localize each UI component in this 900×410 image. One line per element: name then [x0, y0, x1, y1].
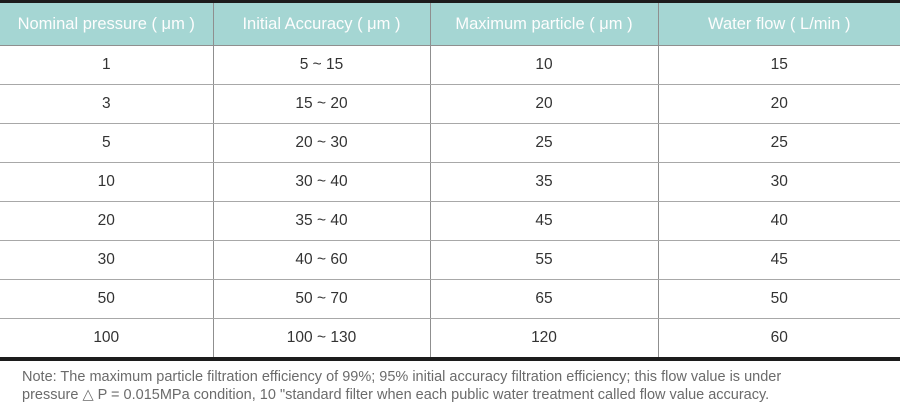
table-cell: 20 [429, 84, 658, 124]
table-row: 20 35 ~ 40 45 40 [0, 201, 900, 241]
table-cell: 65 [429, 279, 658, 319]
table-cell: 15 [657, 45, 900, 85]
table-cell: 25 [429, 123, 658, 163]
table-cell: 5 [0, 123, 213, 163]
table-cell: 1 [0, 45, 213, 85]
table-cell: 40 ~ 60 [212, 240, 430, 280]
table-row: 50 50 ~ 70 65 50 [0, 279, 900, 319]
filter-spec-table: Nominal pressure ( μm ) Initial Accuracy… [0, 0, 900, 361]
table-cell: 20 [0, 201, 213, 241]
table-cell: 5 ~ 15 [212, 45, 430, 85]
table-cell: 25 [657, 123, 900, 163]
table-cell: 3 [0, 84, 213, 124]
table-row: 30 40 ~ 60 55 45 [0, 240, 900, 280]
column-header-maximum-particle: Maximum particle ( μm ) [429, 1, 658, 46]
table-cell: 35 ~ 40 [212, 201, 430, 241]
table-cell: 50 [0, 279, 213, 319]
table-cell: 45 [657, 240, 900, 280]
column-header-nominal-pressure: Nominal pressure ( μm ) [0, 1, 213, 46]
table-row: 3 15 ~ 20 20 20 [0, 84, 900, 124]
column-header-initial-accuracy: Initial Accuracy ( μm ) [212, 1, 430, 46]
table-cell: 15 ~ 20 [212, 84, 430, 124]
table-cell: 50 [657, 279, 900, 319]
table-cell: 60 [657, 318, 900, 360]
table-header-row: Nominal pressure ( μm ) Initial Accuracy… [0, 1, 900, 46]
table-cell: 35 [429, 162, 658, 202]
table-cell: 100 ~ 130 [212, 318, 430, 360]
column-header-water-flow: Water flow ( L/min ) [657, 1, 900, 46]
table-cell: 30 [657, 162, 900, 202]
table-cell: 30 [0, 240, 213, 280]
table-cell: 100 [0, 318, 213, 360]
table-row: 5 20 ~ 30 25 25 [0, 123, 900, 163]
note-line-2: pressure △ P = 0.015MPa condition, 10 "s… [22, 387, 770, 403]
table-row: 10 30 ~ 40 35 30 [0, 162, 900, 202]
table-cell: 20 [657, 84, 900, 124]
table-cell: 10 [0, 162, 213, 202]
table-cell: 40 [657, 201, 900, 241]
note-text: Note: The maximum particle filtration ef… [0, 361, 900, 404]
table-row: 100 100 ~ 130 120 60 [0, 318, 900, 360]
table-cell: 20 ~ 30 [212, 123, 430, 163]
table-cell: 55 [429, 240, 658, 280]
table-cell: 45 [429, 201, 658, 241]
note-line-1: Note: The maximum particle filtration ef… [22, 369, 782, 385]
table-cell: 30 ~ 40 [212, 162, 430, 202]
table-cell: 120 [429, 318, 658, 360]
table-cell: 10 [429, 45, 658, 85]
table-cell: 50 ~ 70 [212, 279, 430, 319]
